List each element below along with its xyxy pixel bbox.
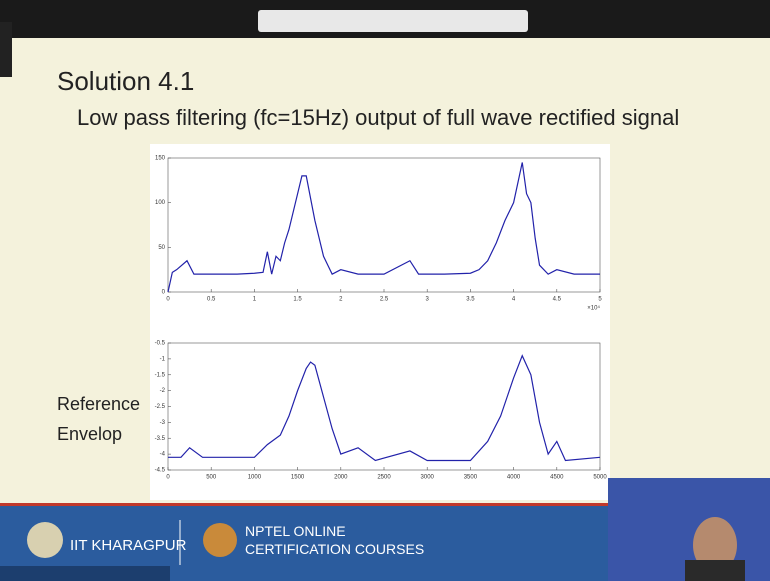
x-tick-label: 1.5	[293, 297, 302, 303]
slide-subtitle: Low pass filtering (fc=15Hz) output of f…	[77, 105, 679, 130]
slide-title: Solution 4.1	[57, 66, 194, 96]
x-tick-label: 4500	[550, 475, 564, 481]
taskbar	[0, 566, 170, 581]
nptel-logo	[203, 523, 237, 557]
x-tick-label: 2000	[334, 475, 348, 481]
y-tick-label: 50	[158, 245, 165, 251]
y-tick-label: -2.5	[155, 404, 166, 410]
y-tick-label: -4	[160, 452, 166, 458]
y-tick-label: -0.5	[155, 341, 166, 347]
y-tick-label: -4.5	[155, 468, 166, 474]
y-tick-label: 150	[155, 156, 166, 162]
x-scale-label: ×10⁴	[587, 305, 600, 312]
x-tick-label: 5000	[593, 475, 607, 481]
side-label: Envelop	[57, 424, 122, 444]
y-tick-label: 100	[155, 200, 166, 206]
footer-course: NPTEL ONLINE	[245, 523, 346, 539]
x-tick-label: 0.5	[207, 297, 216, 303]
x-tick-label: 4000	[507, 475, 521, 481]
x-tick-label: 3.5	[466, 297, 475, 303]
side-tab	[0, 22, 12, 77]
x-tick-label: 3500	[464, 475, 478, 481]
x-tick-label: 500	[206, 475, 217, 481]
x-tick-label: 1500	[291, 475, 305, 481]
iit-logo	[27, 522, 63, 558]
side-label: Reference	[57, 394, 140, 414]
annotation-toolbar[interactable]	[258, 10, 528, 32]
y-tick-label: -3.5	[155, 436, 166, 442]
x-tick-label: 3000	[421, 475, 435, 481]
x-tick-label: 2500	[377, 475, 391, 481]
presenter-body	[685, 560, 745, 581]
figure-background	[150, 144, 610, 500]
y-tick-label: -2	[160, 388, 166, 394]
x-tick-label: 4.5	[553, 297, 562, 303]
slide-screenshot: Solution 4.1 Low pass filtering (fc=15Hz…	[0, 0, 770, 581]
x-tick-label: 2.5	[380, 297, 389, 303]
footer-course: CERTIFICATION COURSES	[245, 541, 424, 557]
y-tick-label: -1.5	[155, 372, 166, 378]
footer-institute: IIT KHARAGPUR	[70, 537, 187, 554]
x-tick-label: 1000	[248, 475, 262, 481]
y-tick-label: -3	[160, 420, 166, 426]
y-tick-label: -1	[160, 356, 166, 362]
